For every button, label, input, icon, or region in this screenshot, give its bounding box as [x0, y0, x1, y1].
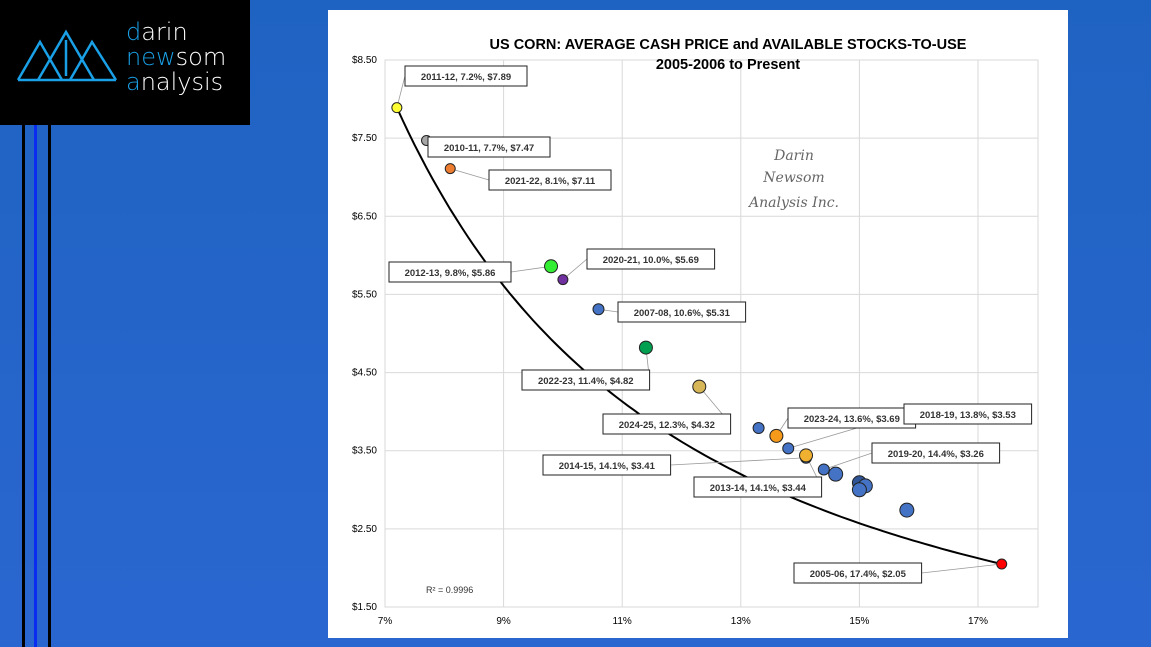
data-point[interactable]	[996, 558, 1008, 570]
data-label-box	[586, 248, 716, 270]
y-tick-label: $4.50	[352, 368, 377, 379]
data-point[interactable]	[851, 482, 867, 498]
x-tick-label: 9%	[496, 616, 511, 627]
data-label-box	[693, 476, 823, 498]
data-label-box	[427, 136, 551, 158]
data-point[interactable]	[692, 379, 707, 394]
y-tick-label: $2.50	[352, 524, 377, 535]
data-label-box	[404, 65, 528, 87]
data-point[interactable]	[799, 448, 814, 463]
leader-line	[823, 452, 873, 470]
x-tick-label: 15%	[849, 616, 869, 627]
data-label: 2011-12, 7.2%, $7.89	[421, 72, 511, 83]
decor-line	[22, 125, 25, 647]
data-point[interactable]	[557, 274, 569, 286]
data-point[interactable]	[899, 502, 915, 518]
data-label-box	[521, 369, 651, 391]
watermark-line: Darin	[773, 148, 814, 164]
y-tick-label: $5.50	[352, 289, 377, 300]
y-tick-label: $1.50	[352, 602, 377, 613]
decor-line	[48, 125, 51, 647]
data-point[interactable]	[444, 163, 456, 175]
data-label: 2007-08, 10.6%, $5.31	[634, 308, 731, 319]
r-squared-label: R² = 0.9996	[426, 585, 473, 595]
data-point[interactable]	[769, 428, 784, 443]
watermark-line: Analysis Inc.	[747, 195, 839, 211]
data-label-box	[488, 169, 612, 191]
logo: darin newsom analysis	[0, 0, 250, 125]
leader-line	[670, 457, 807, 466]
chart-title: US CORN: AVERAGE CASH PRICE and AVAILABL…	[490, 37, 967, 53]
leader-line	[450, 168, 490, 181]
x-tick-label: 17%	[968, 616, 988, 627]
data-point[interactable]	[782, 442, 795, 455]
data-label-box	[793, 562, 923, 584]
data-label: 2012-13, 9.8%, $5.86	[405, 268, 496, 279]
y-tick-label: $8.50	[352, 55, 377, 66]
data-point[interactable]	[544, 259, 559, 274]
data-label-box	[542, 454, 672, 476]
data-point[interactable]	[638, 340, 653, 355]
data-point[interactable]	[752, 422, 765, 435]
data-label: 2013-14, 14.1%, $3.44	[710, 483, 807, 494]
x-tick-label: 11%	[613, 616, 632, 627]
logo-text: darin newsom analysis	[126, 18, 227, 96]
data-label: 2010-11, 7.7%, $7.47	[444, 143, 534, 154]
data-point[interactable]	[817, 463, 830, 476]
watermark-line: Newsom	[762, 170, 824, 186]
data-label: 2022-23, 11.4%, $4.82	[538, 376, 634, 387]
x-tick-label: 13%	[731, 616, 751, 627]
data-label-box	[871, 442, 1001, 464]
x-tick-label: 7%	[378, 616, 393, 627]
data-label: 2019-20, 14.4%, $3.26	[888, 449, 984, 460]
data-label: 2014-15, 14.1%, $3.41	[559, 461, 656, 472]
data-label: 2005-06, 17.4%, $2.05	[810, 569, 907, 580]
data-label-box	[388, 261, 512, 283]
decor-line	[34, 125, 37, 647]
leader-line	[921, 563, 1002, 574]
y-tick-label: $7.50	[352, 133, 377, 144]
data-point[interactable]	[391, 102, 403, 114]
data-label-box	[903, 403, 1033, 425]
data-label-box	[617, 301, 747, 323]
y-tick-label: $3.50	[352, 446, 377, 457]
data-label-box	[602, 413, 732, 435]
data-label: 2024-25, 12.3%, $4.32	[619, 420, 715, 431]
data-label: 2021-22, 8.1%, $7.11	[505, 176, 596, 187]
data-point[interactable]	[592, 303, 605, 316]
scatter-chart: US CORN: AVERAGE CASH PRICE and AVAILABL…	[352, 37, 1039, 627]
data-label: 2023-24, 13.6%, $3.69	[804, 414, 900, 425]
y-tick-label: $6.50	[352, 211, 377, 222]
chart-subtitle: 2005-2006 to Present	[656, 57, 800, 73]
mountain-wheat-icon	[16, 29, 118, 82]
data-point[interactable]	[828, 466, 844, 482]
data-label: 2018-19, 13.8%, $3.53	[920, 410, 1016, 421]
chart-panel: US CORN: AVERAGE CASH PRICE and AVAILABL…	[328, 10, 1068, 638]
data-label: 2020-21, 10.0%, $5.69	[603, 255, 699, 266]
